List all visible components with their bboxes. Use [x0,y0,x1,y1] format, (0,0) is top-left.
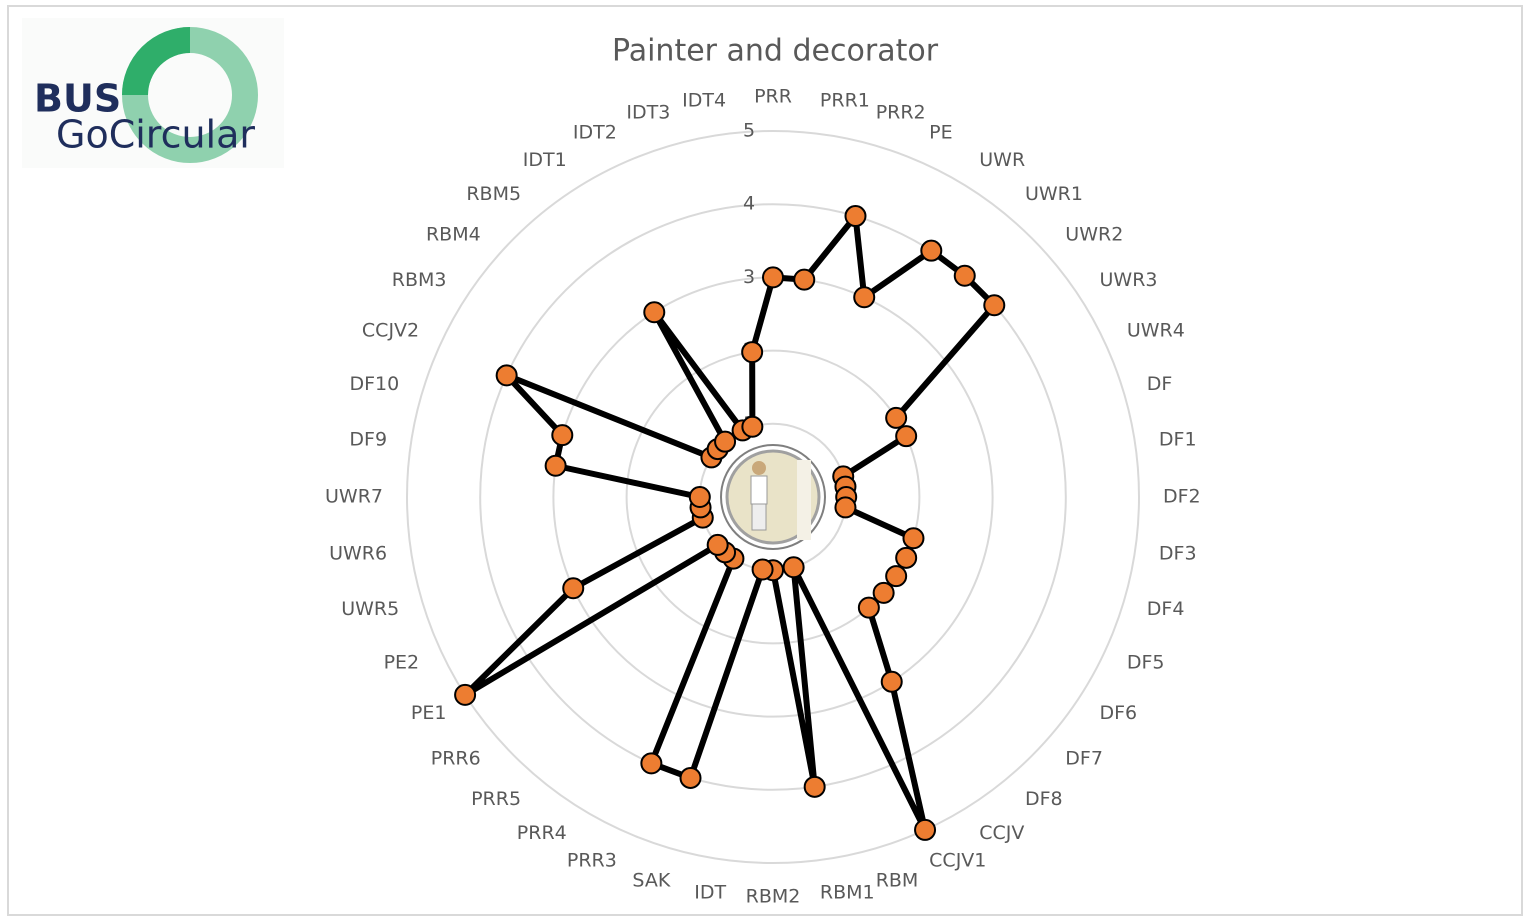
data-point [984,295,1004,315]
category-label: PRR [754,86,792,108]
logo: BUS GoCircular [22,18,284,168]
category-label: RBM [876,869,919,891]
category-label: IDT1 [523,149,567,171]
picture-figure [752,504,766,530]
category-label: RBM4 [426,224,481,246]
category-label: UWR3 [1100,269,1158,291]
data-point [854,287,874,307]
category-label: DF6 [1100,702,1138,724]
data-point [552,425,572,445]
data-point [805,777,825,797]
category-label: UWR5 [341,598,399,620]
category-label: RBM2 [746,886,801,908]
category-label: PRR5 [471,788,521,810]
data-point [886,408,906,428]
category-label: CCJV [979,822,1024,844]
category-label: RBM1 [820,881,875,903]
category-label: DF3 [1159,542,1197,564]
r-tick-label: 4 [743,193,755,215]
data-point [742,417,762,437]
chart-title: Painter and decorator [612,34,939,69]
data-point [896,426,916,446]
category-label: IDT [694,881,726,903]
data-point [794,270,814,290]
category-label: PRR2 [876,102,926,124]
r-tick-label: 5 [743,120,755,142]
category-label: PRR1 [820,90,870,112]
data-point [742,342,762,362]
data-point [563,578,583,598]
center-picture [721,445,825,549]
category-label: IDT2 [573,122,617,144]
data-point [763,267,783,287]
data-point [644,302,664,322]
category-label: PRR4 [517,822,567,844]
data-point [896,548,916,568]
category-label: UWR6 [329,542,387,564]
picture-figure [752,461,766,475]
category-label: IDT4 [682,90,726,112]
category-label: UWR [979,149,1025,171]
data-point [681,768,701,788]
data-point [882,672,902,692]
data-point [903,528,923,548]
chart: BUS GoCircular Painter and decorator 123… [0,0,1524,917]
category-label: PE2 [384,652,420,674]
data-point [835,497,855,517]
category-label: PE [929,122,952,144]
data-point [708,535,728,555]
data-point [455,685,475,705]
category-label: PRR6 [431,747,481,769]
category-label: UWR2 [1065,224,1123,246]
data-point [784,557,804,577]
data-point [497,365,517,385]
category-label: IDT3 [626,102,670,124]
category-label: DF5 [1127,652,1165,674]
picture-wall [797,460,811,540]
data-point [641,753,661,773]
category-label: DF [1147,373,1173,395]
data-point [753,559,773,579]
logo-text: GoCircular [56,113,255,157]
category-label: DF8 [1025,788,1063,810]
category-label: UWR4 [1127,319,1185,341]
data-point [955,266,975,286]
category-label: DF4 [1147,598,1185,620]
category-label: SAK [632,869,670,891]
data-point [715,432,735,452]
data-point [690,487,710,507]
category-label: DF7 [1065,747,1103,769]
data-point [546,456,566,476]
category-label: RBM3 [392,269,447,291]
picture-figure [751,476,767,504]
category-label: DF2 [1163,486,1201,508]
category-label: RBM5 [466,183,521,205]
data-point [859,598,879,618]
data-point [921,241,941,261]
data-point [845,206,865,226]
r-tick-label: 3 [743,266,755,288]
category-label: CCJV2 [362,319,419,341]
category-label: DF9 [349,429,387,451]
data-point [886,566,906,586]
category-label: DF10 [349,373,399,395]
page: {"logo": {"line1": "BUS", "line2": "GoCi… [0,0,1524,917]
category-label: DF1 [1159,429,1197,451]
data-point [915,820,935,840]
category-label: PE1 [411,702,447,724]
category-label: UWR1 [1025,183,1083,205]
category-label: UWR7 [325,486,383,508]
category-label: PRR3 [567,849,617,871]
category-label: CCJV1 [929,849,986,871]
